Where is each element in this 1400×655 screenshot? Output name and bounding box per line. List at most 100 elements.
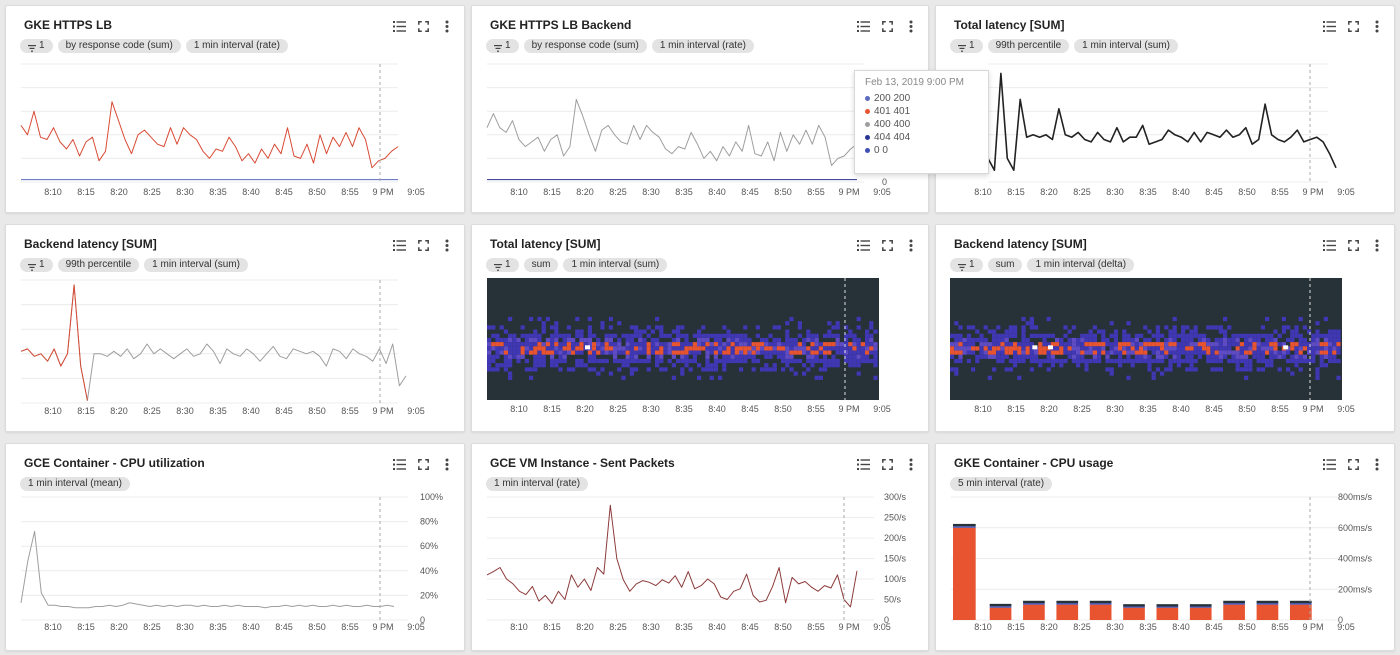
legend-icon[interactable] [1322,19,1336,33]
heatmap-cell [1302,354,1307,359]
more-vert-icon[interactable] [1370,457,1384,471]
fullscreen-icon[interactable] [880,238,894,252]
heatmap-cell [1336,346,1341,351]
heatmap-cell [709,333,714,338]
heatmap-cell [688,342,693,347]
heatmap-cell [1214,346,1219,351]
x-tick-label: 8:45 [275,622,293,632]
aggregation-chip[interactable]: 99th percentile [57,258,140,272]
heatmap-cell [823,346,828,351]
aggregation-chip[interactable]: sum [987,258,1023,272]
more-vert-icon[interactable] [904,457,918,471]
fullscreen-icon[interactable] [880,19,894,33]
legend-icon[interactable] [856,19,870,33]
legend-icon[interactable] [1322,457,1336,471]
chip-label: sum [995,259,1015,270]
heatmap-cell [785,350,790,355]
fullscreen-icon[interactable] [416,19,430,33]
heatmap-cell [1172,316,1177,322]
aggregation-chip[interactable]: 1 min interval (rate) [185,39,288,53]
aggregation-chip[interactable]: 1 min interval (delta) [1027,258,1135,272]
filter-chip[interactable]: 1 [950,258,983,272]
heatmap-cell [755,346,760,351]
heatmap-cell [1134,333,1139,338]
aggregation-chip[interactable]: 1 min interval (rate) [486,477,589,491]
aggregation-chip[interactable]: 1 min interval (sum) [1074,39,1178,53]
heatmap-cell [1277,333,1282,338]
fullscreen-icon[interactable] [1346,457,1360,471]
bar [1123,607,1145,620]
legend-icon[interactable] [392,457,406,471]
heatmap-cell [1109,346,1114,351]
heatmap-cell [1143,350,1148,355]
more-vert-icon[interactable] [440,238,454,252]
heatmap-cell [1084,367,1089,372]
legend-icon[interactable] [856,457,870,471]
heatmap-cell [1328,342,1333,347]
heatmap-cell [1252,346,1257,351]
heatmap-cell [1029,358,1034,364]
fullscreen-icon[interactable] [1346,238,1360,252]
more-vert-icon[interactable] [904,238,918,252]
heatmap-cell [697,375,702,380]
heatmap-cell [954,333,959,338]
bar [1089,600,1112,604]
more-vert-icon[interactable] [440,19,454,33]
fullscreen-icon[interactable] [416,238,430,252]
aggregation-chip[interactable]: 99th percentile [987,39,1070,53]
more-vert-icon[interactable] [440,457,454,471]
heatmap-cell [1260,342,1265,347]
heatmap-cell [1223,350,1228,355]
aggregation-chip[interactable]: sum [523,258,559,272]
heatmap-cell [1260,358,1265,364]
heatmap-cell [688,358,693,364]
heatmap-cell [558,354,563,359]
filter-chip[interactable]: 1 [20,39,53,53]
aggregation-chip[interactable]: 1 min interval (sum) [144,258,248,272]
filter-icon [494,43,502,52]
filter-chip[interactable]: 1 [486,258,519,272]
filter-chip[interactable]: 1 [20,258,53,272]
heatmap-cell [1235,350,1240,355]
more-vert-icon[interactable] [1370,238,1384,252]
fullscreen-icon[interactable] [416,457,430,471]
aggregation-chip[interactable]: by response code (sum) [523,39,647,53]
heatmap-cell [1029,346,1034,351]
aggregation-chip[interactable]: 5 min interval (rate) [950,477,1053,491]
more-vert-icon[interactable] [1370,19,1384,33]
heatmap-cell [739,342,744,347]
aggregation-chip[interactable]: 1 min interval (rate) [651,39,754,53]
heatmap-cell [1210,325,1215,330]
heatmap-cell [1307,346,1312,351]
heatmap-cell [950,346,955,351]
heatmap-cell [954,346,959,351]
heatmap-cell [558,358,563,364]
heatmap-cell [587,329,592,334]
legend-icon[interactable] [392,19,406,33]
heatmap-cell [1294,325,1299,330]
heatmap-cell [692,354,697,359]
heatmap-cell [1029,325,1034,330]
aggregation-chip[interactable]: by response code (sum) [57,39,181,53]
heatmap-cell [713,354,718,359]
more-vert-icon[interactable] [904,19,918,33]
aggregation-chip[interactable]: 1 min interval (sum) [563,258,668,272]
legend-icon[interactable] [392,238,406,252]
heatmap-cell [545,350,550,355]
series-line [20,530,395,609]
heatmap-cell [1172,358,1177,364]
filter-chip[interactable]: 1 [950,39,983,53]
heatmap-cell [1067,350,1072,355]
aggregation-chip[interactable]: 1 min interval (mean) [20,477,130,491]
legend-icon[interactable] [856,238,870,252]
heatmap-cell [1088,346,1093,351]
heatmap-cell [1189,350,1194,355]
fullscreen-icon[interactable] [1346,19,1360,33]
heatmap-cell [755,333,760,338]
heatmap-cell [554,321,559,326]
heatmap-cell [701,337,706,343]
filter-chip[interactable]: 1 [486,39,519,53]
legend-icon[interactable] [1322,238,1336,252]
chart: 08:10 8:15 8:20 8:25 8:30 8:35 8:40 8:45 8:50 8:5… [486,63,891,197]
fullscreen-icon[interactable] [880,457,894,471]
